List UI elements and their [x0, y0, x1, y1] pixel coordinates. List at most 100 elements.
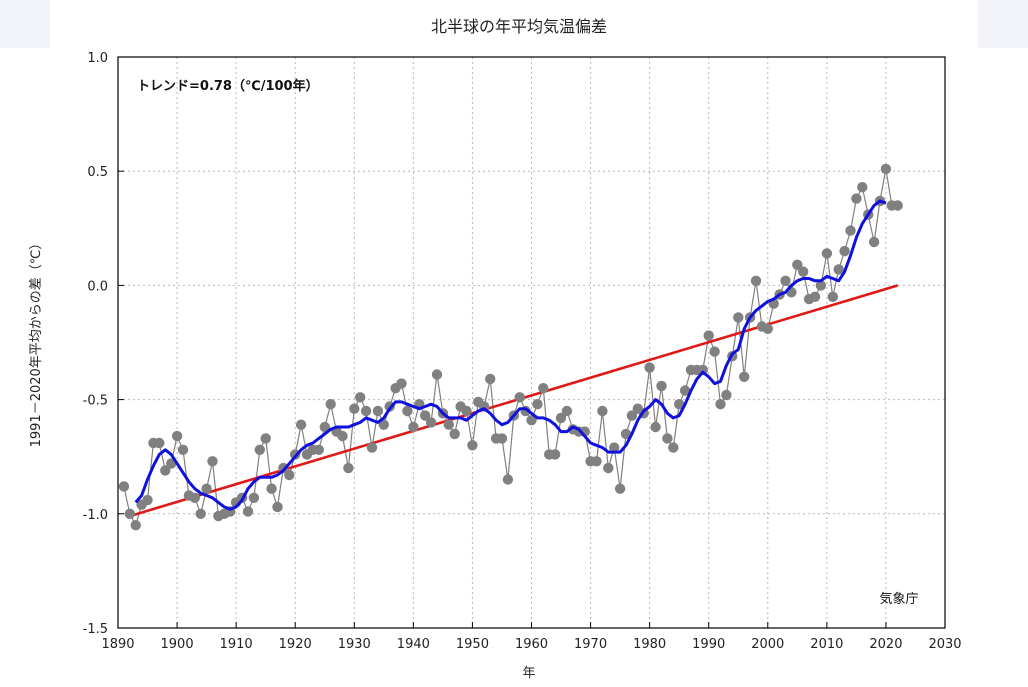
- annual-point: [402, 405, 413, 417]
- annual-point: [171, 430, 183, 442]
- annual-point: [349, 403, 360, 414]
- annual-point: [603, 462, 614, 474]
- credit-label: 気象庁: [879, 591, 918, 607]
- x-tick-label: 1990: [692, 637, 725, 652]
- annual-point: [591, 456, 602, 467]
- annual-point: [549, 449, 561, 460]
- annual-point: [260, 433, 271, 444]
- annual-point: [668, 442, 679, 453]
- annual-point: [319, 421, 330, 433]
- annual-point: [839, 245, 850, 257]
- x-axis: 1890 1900 1910 1920 1930 1940 1950 1960 1970 1980…: [101, 622, 962, 652]
- annual-point: [408, 421, 419, 433]
- y-tick-label: 0.5: [87, 165, 108, 180]
- x-tick-label: 2000: [751, 637, 784, 652]
- annual-point: [177, 444, 189, 455]
- annual-point: [733, 312, 744, 323]
- x-axis-title: 年: [522, 666, 535, 681]
- annual-point: [857, 182, 868, 193]
- chart-title: 北半球の年平均気温偏差: [431, 17, 607, 36]
- annual-point: [538, 383, 549, 394]
- annual-point: [609, 442, 620, 453]
- annual-point: [644, 362, 655, 373]
- annual-point: [467, 440, 478, 451]
- x-tick-label: 1910: [220, 637, 253, 652]
- annual-point: [337, 430, 348, 442]
- annual-point: [827, 291, 838, 302]
- annual-point: [420, 410, 431, 421]
- x-tick-label: 2020: [869, 637, 902, 652]
- annual-point: [815, 280, 827, 291]
- annual-point: [142, 494, 153, 506]
- annual-point: [207, 456, 218, 467]
- annual-point: [130, 520, 141, 531]
- x-tick-label: 1920: [279, 637, 312, 652]
- annual-point: [461, 405, 472, 417]
- x-tick-label: 2010: [810, 637, 843, 652]
- annual-point: [496, 433, 508, 444]
- annual-point: [798, 266, 809, 277]
- x-tick-label: 1960: [515, 637, 548, 652]
- annual-point: [715, 399, 726, 410]
- annual-point: [502, 474, 514, 485]
- annual-point: [189, 492, 200, 503]
- annual-point: [662, 433, 673, 444]
- annual-point: [709, 346, 720, 357]
- annual-point: [626, 410, 638, 421]
- annual-point: [561, 405, 573, 417]
- annual-point: [325, 399, 336, 410]
- y-tick-label: -1.5: [83, 622, 108, 637]
- annual-point: [792, 259, 803, 270]
- annual-point: [532, 399, 543, 410]
- annual-point: [703, 330, 714, 341]
- annual-point: [254, 444, 265, 455]
- annual-point: [431, 369, 443, 380]
- x-tick-label: 1940: [397, 637, 430, 652]
- annual-point: [396, 378, 407, 389]
- annual-point: [679, 385, 691, 396]
- x-tick-label: 1900: [161, 637, 194, 652]
- y-axis: 1.0 0.5 0.0 -0.5 -1.0 -1.5: [83, 51, 124, 637]
- annual-point: [620, 428, 632, 440]
- annual-point: [809, 291, 821, 302]
- annual-point: [880, 163, 892, 175]
- annual-point: [272, 501, 283, 513]
- annual-point: [366, 442, 378, 453]
- x-tick-label: 1930: [338, 637, 371, 652]
- annual-point: [449, 428, 460, 440]
- annual-point: [650, 421, 661, 433]
- annual-point: [425, 417, 437, 428]
- corner-panel-left: [0, 0, 50, 48]
- annual-point: [355, 392, 366, 403]
- annual-point: [762, 323, 773, 334]
- y-tick-label: 0.0: [87, 279, 108, 294]
- annual-point: [739, 371, 750, 382]
- annual-point: [821, 248, 833, 259]
- annual-point: [372, 405, 384, 417]
- annual-point: [124, 508, 135, 519]
- x-tick-label: 1950: [456, 637, 489, 652]
- annual-point: [597, 405, 608, 417]
- annual-point: [284, 469, 295, 481]
- x-tick-label: 1980: [633, 637, 666, 652]
- grid-lines: [118, 57, 945, 628]
- annual-point: [868, 236, 880, 248]
- y-tick-label: -1.0: [83, 508, 108, 523]
- trend-annotation: トレンド=0.78（℃/100年）: [137, 78, 319, 94]
- annual-point: [360, 405, 372, 417]
- annual-point: [343, 462, 354, 474]
- annual-point: [313, 444, 324, 455]
- y-axis-title: 1991－2020年平均からの差（℃）: [29, 237, 44, 448]
- annual-point: [514, 392, 525, 403]
- annual-point: [845, 225, 856, 236]
- annual-point: [160, 465, 171, 476]
- annual-point: [248, 492, 260, 503]
- annual-point: [750, 275, 762, 286]
- annual-point: [656, 380, 667, 392]
- y-tick-label: 1.0: [87, 51, 108, 66]
- annual-point: [555, 412, 567, 424]
- moving-average-line: [134, 199, 887, 511]
- annual-point: [485, 373, 496, 385]
- annual-point: [833, 264, 844, 275]
- trend-line: [129, 284, 899, 518]
